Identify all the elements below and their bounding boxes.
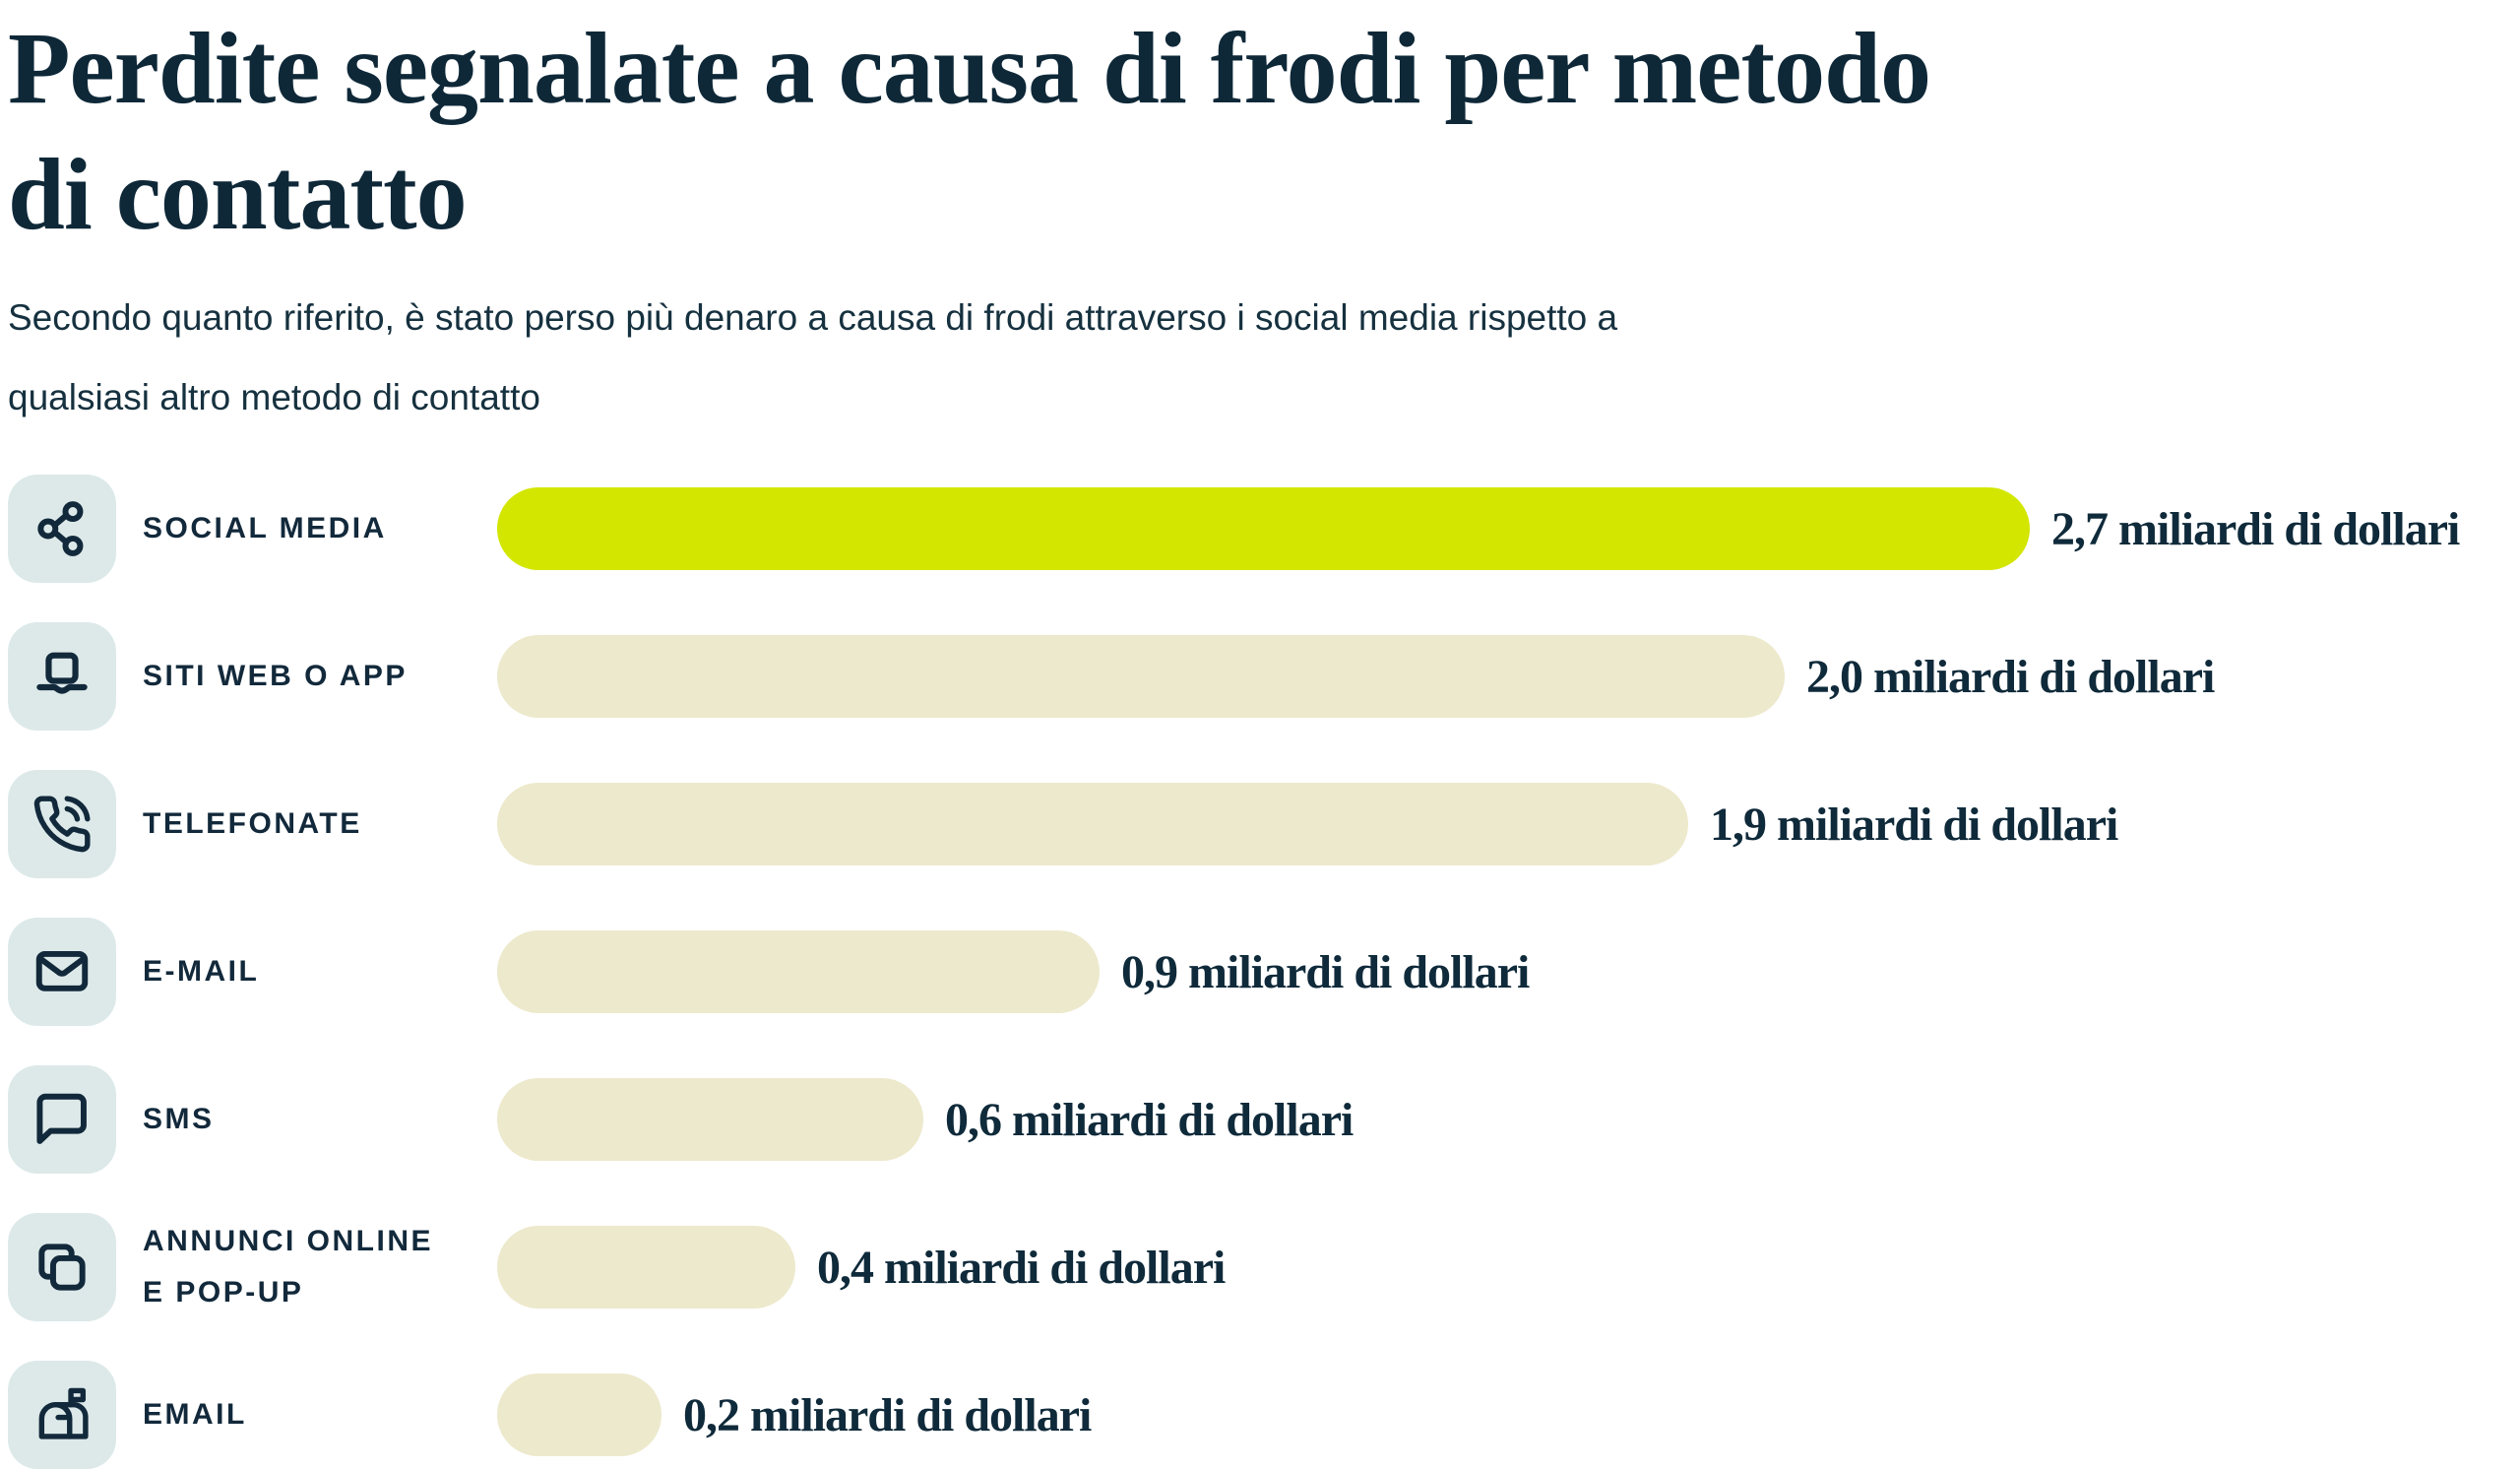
value-label: 2,7 miliardi di dollari xyxy=(2051,502,2460,555)
chart-row: E-MAIL 0,9 miliardi di dollari xyxy=(8,898,2510,1046)
value-label: 0,6 miliardi di dollari xyxy=(945,1093,1354,1146)
icon-chip xyxy=(8,918,116,1026)
value-label: 1,9 miliardi di dollari xyxy=(1710,798,2118,851)
share-icon xyxy=(32,498,93,559)
category-label: ANNUNCI ONLINE E POP-UP xyxy=(143,1224,433,1310)
chart-row: SMS 0,6 miliardi di dollari xyxy=(8,1046,2510,1193)
value-bar xyxy=(497,487,2030,570)
category-label: SITI WEB O APP xyxy=(143,659,408,692)
envelope-icon xyxy=(32,941,93,1002)
chart-row: EMAIL 0,2 miliardi di dollari xyxy=(8,1341,2510,1470)
value-label: 0,4 miliardi di dollari xyxy=(817,1241,1226,1294)
chart-row: TELEFONATE 1,9 miliardi di dollari xyxy=(8,750,2510,898)
value-bar xyxy=(497,1226,795,1309)
speech-bubble-icon xyxy=(32,1089,93,1150)
category-label: E-MAIL xyxy=(143,954,260,988)
category-label: SOCIAL MEDIA xyxy=(143,511,387,544)
value-label: 0,9 miliardi di dollari xyxy=(1121,945,1530,998)
category-label: EMAIL xyxy=(143,1397,247,1431)
value-bar xyxy=(497,930,1100,1013)
value-bar xyxy=(497,1078,923,1161)
value-bar xyxy=(497,783,1688,865)
icon-chip xyxy=(8,1361,116,1469)
bar-track: 2,7 miliardi di dollari xyxy=(497,487,2510,570)
chart-row: SITI WEB O APP 2,0 miliardi di dollari xyxy=(8,603,2510,750)
value-label: 0,2 miliardi di dollari xyxy=(683,1388,1092,1441)
bar-track: 0,2 miliardi di dollari xyxy=(497,1374,2510,1456)
bar-track: 0,4 miliardi di dollari xyxy=(497,1226,2510,1309)
icon-chip xyxy=(8,770,116,878)
category-label: SMS xyxy=(143,1102,215,1135)
bar-track: 0,6 miliardi di dollari xyxy=(497,1078,2510,1161)
icon-chip xyxy=(8,1065,116,1174)
category-label: TELEFONATE xyxy=(143,806,362,840)
chart-row: ANNUNCI ONLINE E POP-UP 0,4 miliardi di … xyxy=(8,1193,2510,1341)
fraud-losses-chart: SOCIAL MEDIA 2,7 miliardi di dollari SIT… xyxy=(8,455,2510,1470)
icon-chip xyxy=(8,475,116,583)
icon-chip xyxy=(8,622,116,731)
page-subtitle: Secondo quanto riferito, è stato perso p… xyxy=(8,297,1618,417)
mailbox-icon xyxy=(32,1384,93,1445)
icon-chip xyxy=(8,1213,116,1321)
page-title: Perdite segnalate a causa di frodi per m… xyxy=(8,12,1931,251)
phone-call-icon xyxy=(32,794,93,855)
bar-track: 2,0 miliardi di dollari xyxy=(497,635,2510,718)
value-bar xyxy=(497,635,1785,718)
laptop-icon xyxy=(32,646,93,707)
copy-icon xyxy=(32,1237,93,1298)
value-label: 2,0 miliardi di dollari xyxy=(1806,650,2215,703)
bar-track: 1,9 miliardi di dollari xyxy=(497,783,2510,865)
bar-track: 0,9 miliardi di dollari xyxy=(497,930,2510,1013)
chart-row: SOCIAL MEDIA 2,7 miliardi di dollari xyxy=(8,455,2510,603)
value-bar xyxy=(497,1374,662,1456)
